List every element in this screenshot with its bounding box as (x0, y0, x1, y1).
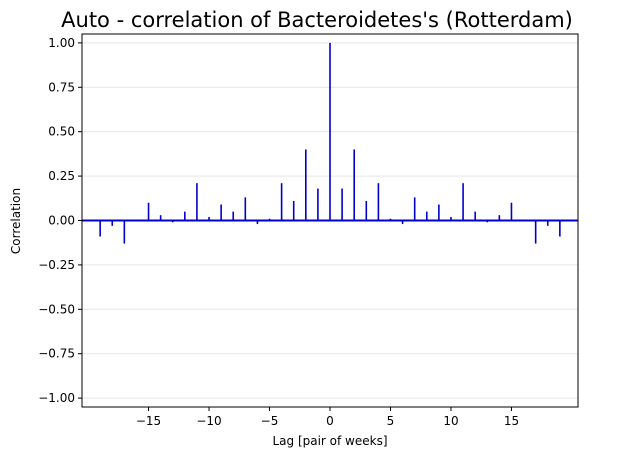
bars-group (99, 42, 561, 244)
x-tick-label: 10 (443, 414, 458, 428)
y-tick-label: −0.25 (38, 258, 75, 272)
x-tick-label: −15 (136, 414, 161, 428)
x-tick-label: 5 (387, 414, 395, 428)
y-tick-label: −1.00 (38, 391, 75, 405)
x-tick-label: −10 (196, 414, 221, 428)
y-tick-label: 0.50 (48, 125, 75, 139)
y-tick-label: 1.00 (48, 36, 75, 50)
y-axis-label: Correlation (9, 188, 23, 254)
x-tick-label: 15 (504, 414, 519, 428)
y-axis-ticks: −1.00 −0.75 −0.50 −0.25 0.00 0.25 0.50 0.75 1.00 (38, 36, 82, 405)
x-tick-label: 0 (326, 414, 334, 428)
y-tick-label: 0.25 (48, 169, 75, 183)
x-axis-ticks: −15 −10 −5 0 5 10 15 (136, 407, 519, 428)
chart-title: Auto - correlation of Bacteroidetes's (R… (61, 8, 573, 32)
x-axis-label: Lag [pair of weeks] (272, 434, 387, 448)
x-tick-label: −5 (261, 414, 279, 428)
y-tick-label: −0.75 (38, 347, 75, 361)
y-tick-label: 0.75 (48, 80, 75, 94)
y-tick-label: −0.50 (38, 302, 75, 316)
y-tick-label: 0.00 (48, 214, 75, 228)
